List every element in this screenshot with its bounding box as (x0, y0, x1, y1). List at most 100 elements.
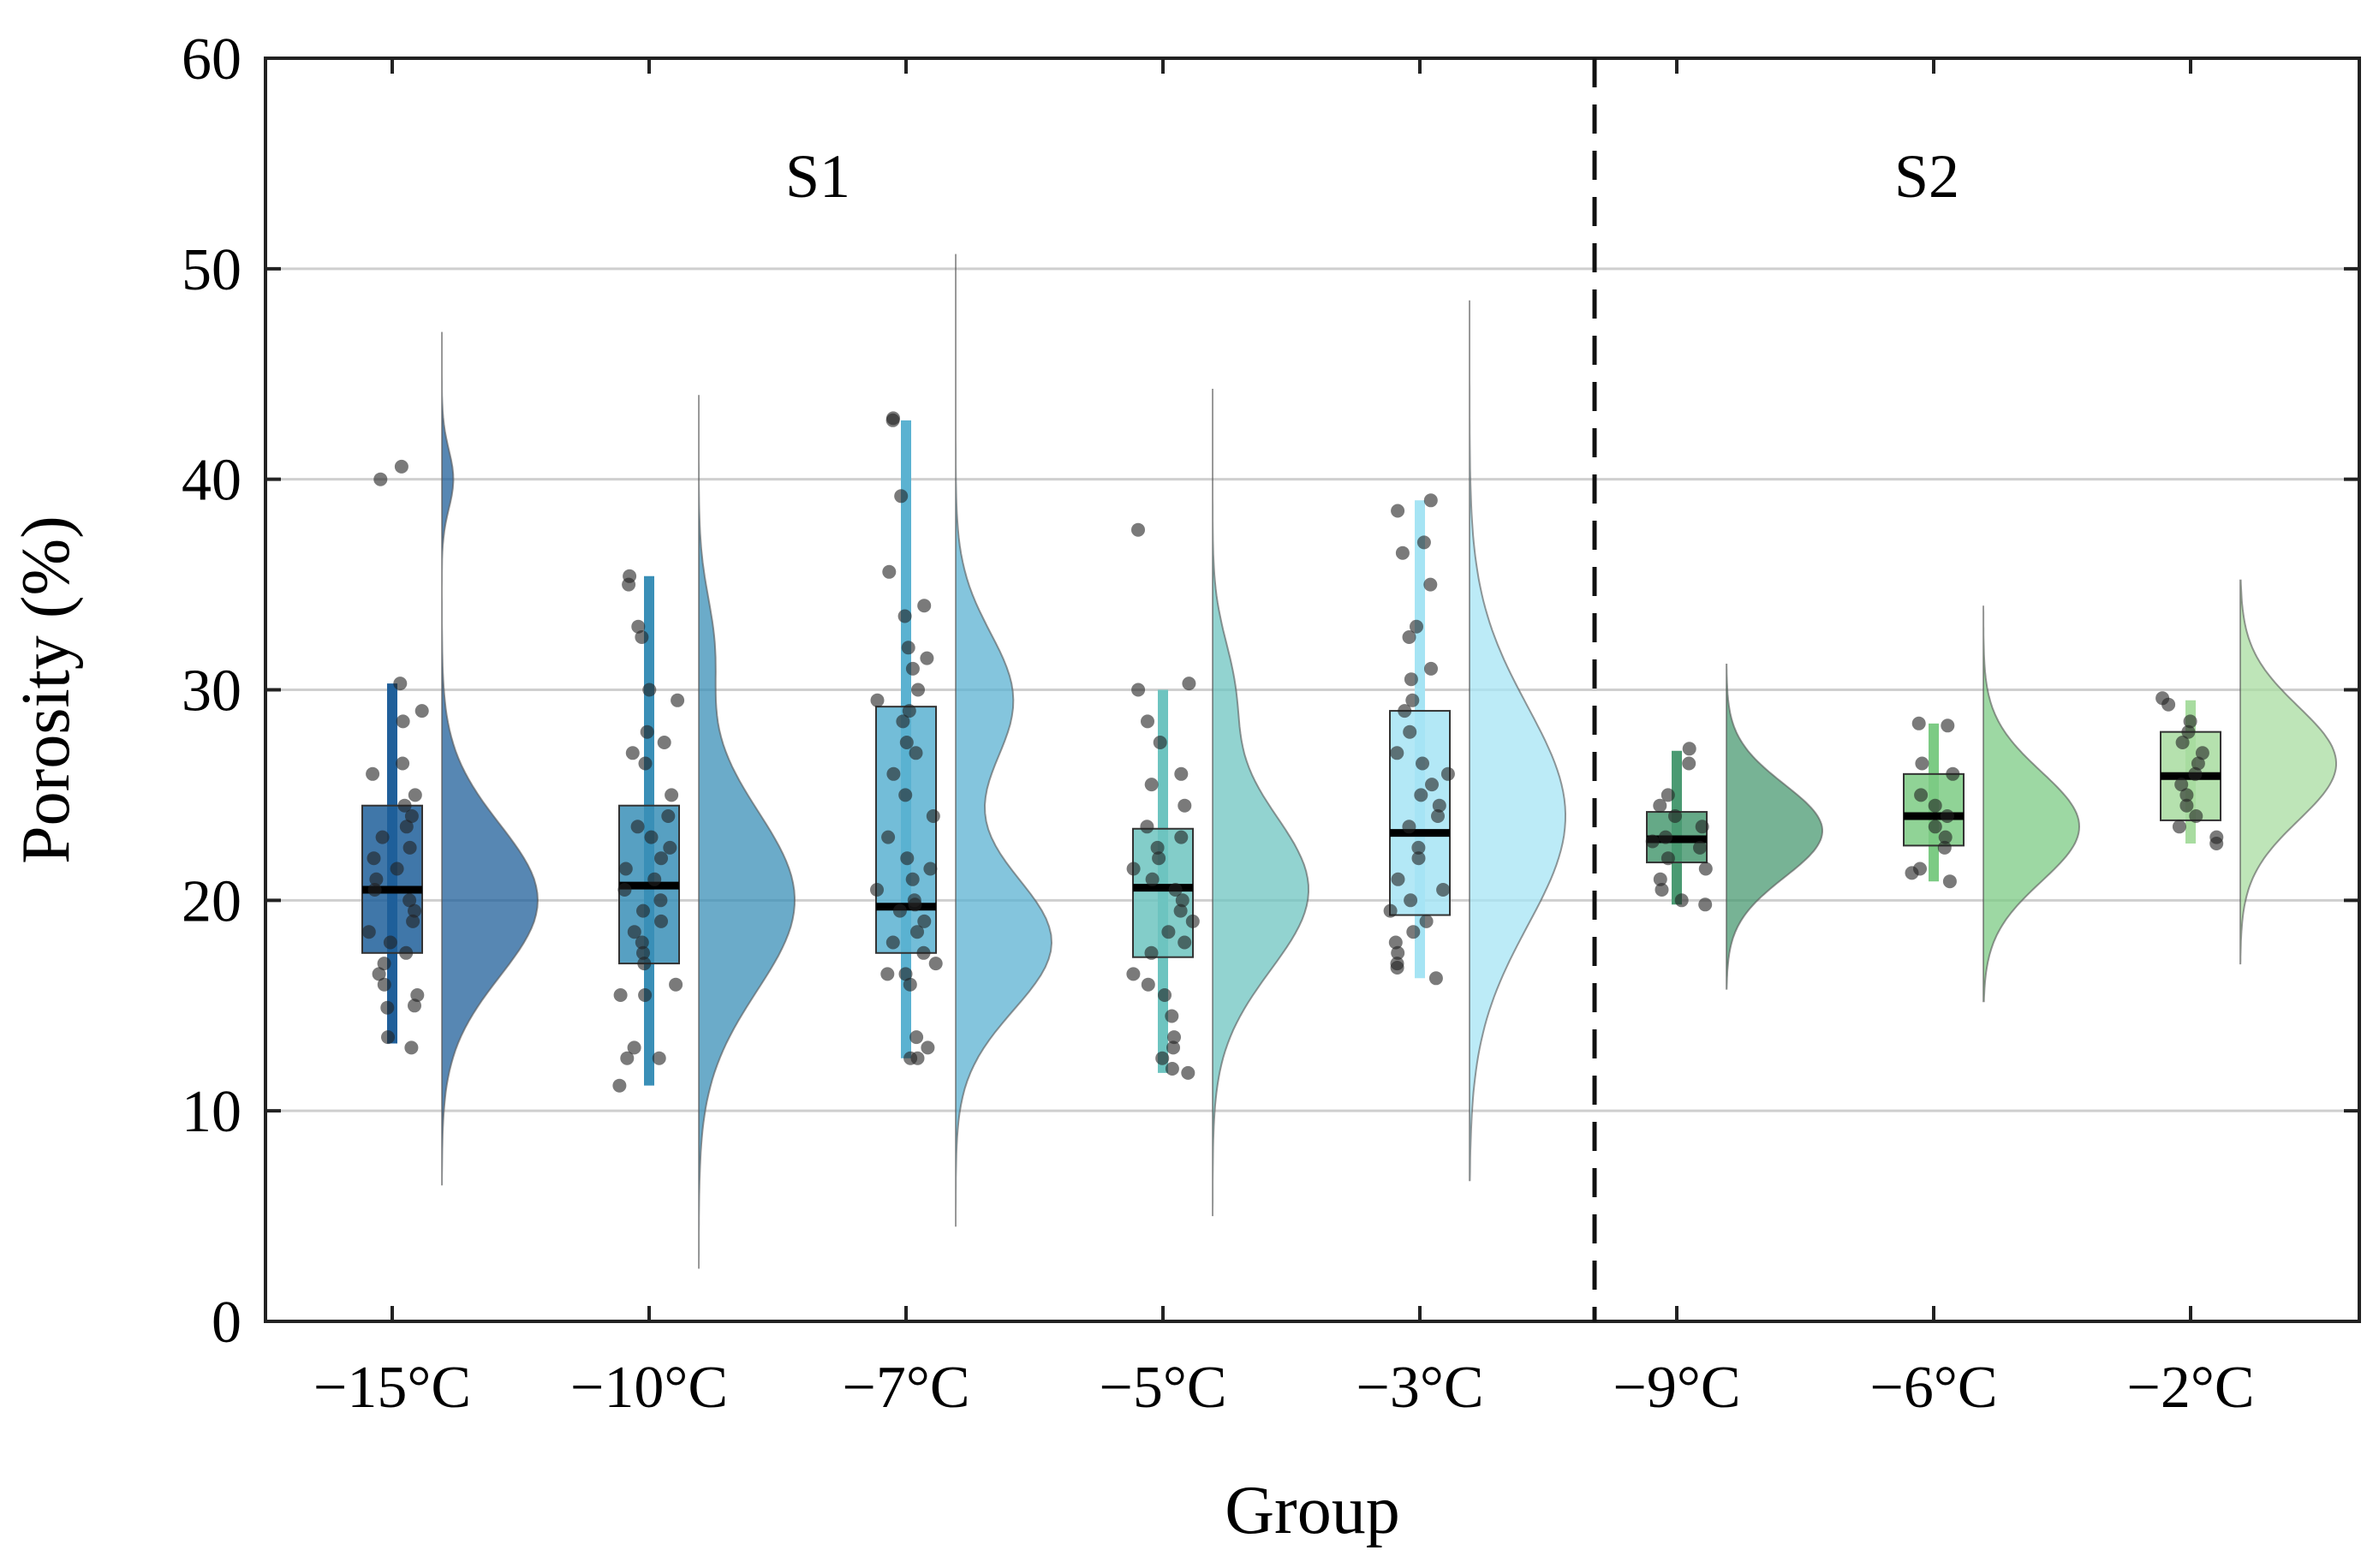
data-point (635, 935, 649, 950)
data-point (899, 736, 914, 749)
data-point (870, 693, 885, 707)
data-point (1145, 872, 1160, 886)
data-point (397, 798, 412, 813)
data-point (1938, 830, 1953, 844)
data-point (406, 914, 420, 928)
data-point (410, 988, 425, 1002)
data-point (1165, 1062, 1179, 1076)
y-tick-label: 10 (182, 1079, 241, 1145)
data-point (627, 925, 641, 939)
data-point (909, 1030, 924, 1045)
data-point (2179, 798, 2194, 813)
data-point (1391, 872, 1405, 886)
data-point (1661, 788, 1675, 802)
data-point (1175, 893, 1190, 908)
data-point (1158, 988, 1172, 1002)
data-point (654, 914, 668, 928)
data-point (638, 988, 653, 1002)
data-point (897, 609, 912, 623)
x-tick-label: −2°C (2126, 1355, 2254, 1421)
data-point (635, 630, 649, 644)
data-point (644, 830, 659, 844)
data-point (1406, 925, 1421, 939)
data-point (1404, 893, 1418, 908)
data-point (1424, 661, 1438, 676)
data-point (1658, 830, 1672, 844)
data-point (886, 766, 901, 781)
data-point (390, 862, 404, 876)
density-cloud (698, 395, 796, 1269)
data-point (1395, 546, 1410, 560)
data-point (1182, 677, 1196, 691)
data-point (669, 977, 683, 992)
data-point (620, 1051, 635, 1065)
data-point (902, 704, 916, 718)
data-point (1126, 862, 1141, 876)
data-point (408, 999, 421, 1013)
data-point (396, 714, 410, 729)
data-point (637, 957, 652, 971)
data-point (2191, 756, 2205, 771)
data-point (1402, 820, 1416, 834)
data-point (404, 1040, 419, 1055)
data-point (1416, 535, 1431, 550)
data-point (402, 840, 417, 855)
data-point (373, 472, 388, 486)
data-point (905, 661, 920, 676)
data-point (625, 746, 640, 760)
data-point (1168, 883, 1183, 897)
section-label: S1 (785, 142, 850, 211)
data-point (1411, 851, 1426, 866)
data-point (1411, 840, 1426, 855)
data-point (2161, 697, 2176, 712)
data-point (1131, 683, 1146, 697)
data-point (892, 903, 907, 918)
data-point (1911, 716, 1926, 730)
data-point (394, 459, 408, 474)
data-point (1661, 851, 1675, 866)
data-point (910, 1051, 925, 1065)
data-point (2209, 837, 2224, 850)
data-point (928, 957, 943, 971)
y-tick-label: 20 (182, 868, 241, 934)
data-point (1416, 756, 1429, 771)
data-point (1668, 809, 1682, 823)
data-point (622, 577, 636, 592)
data-point (396, 756, 410, 771)
data-point (2181, 724, 2196, 739)
data-point (926, 809, 940, 823)
data-point (377, 977, 391, 992)
y-tick-label: 40 (182, 448, 241, 514)
data-point (636, 945, 650, 960)
data-point (1131, 522, 1145, 537)
x-axis-title: Group (1225, 1473, 1399, 1548)
data-point (921, 1040, 935, 1055)
data-point (1185, 914, 1200, 928)
data-point (898, 788, 913, 802)
data-point (2183, 714, 2197, 729)
data-point (393, 677, 408, 691)
data-point (630, 820, 645, 834)
data-point (870, 883, 884, 897)
data-point (383, 935, 397, 950)
data-point (2188, 766, 2203, 781)
data-point (1161, 925, 1176, 939)
data-point (910, 925, 924, 939)
data-point (1698, 897, 1713, 912)
data-point (1390, 746, 1404, 760)
point-layer (361, 411, 2224, 1093)
data-point (1174, 830, 1189, 844)
data-point (1428, 971, 1443, 986)
data-point (375, 830, 390, 844)
data-point (1144, 778, 1159, 792)
data-point (1942, 874, 1957, 889)
section-label: S2 (1894, 142, 1959, 211)
grid-layer (265, 267, 2359, 1112)
data-point (2195, 746, 2209, 760)
data-point (372, 967, 386, 981)
data-point (1140, 820, 1154, 834)
data-point (367, 851, 381, 866)
data-point (652, 1051, 666, 1065)
x-tick-label: −9°C (1613, 1355, 1740, 1421)
